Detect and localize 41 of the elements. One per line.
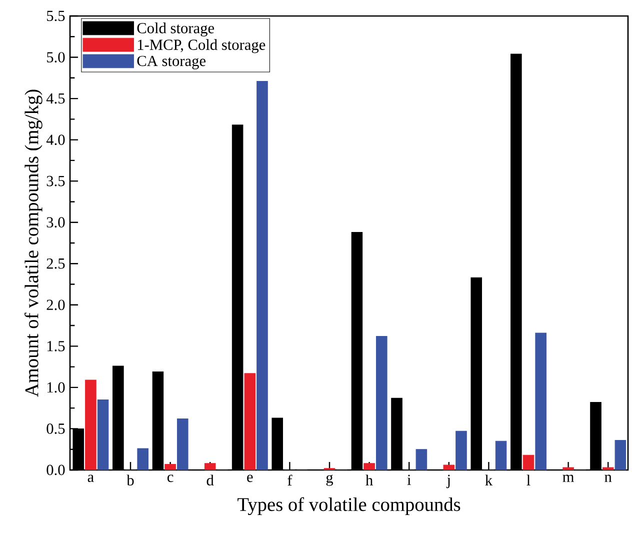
y-tick-label: 5.0 [47,52,65,62]
x-tick-label: g [326,474,334,486]
x-tick-label: d [206,474,214,486]
bar [376,336,388,470]
y-tick-label: 1.0 [47,382,65,393]
x-tick-label: a [88,474,94,482]
bar [137,448,148,470]
x-tick-label: f [288,474,292,486]
x-tick-label: b [126,474,134,486]
y-tick-label: 2.0 [46,300,65,310]
bar [256,80,268,470]
legend-label: 1-MCP, Cold storage [138,39,266,54]
legend-label: Cold storage [137,22,214,36]
bar [416,449,428,470]
x-tick-label: m [562,474,574,482]
legend-label: CA storage [137,56,206,70]
x-tick-label: h [366,474,373,486]
bar [495,440,507,470]
x-axis-title: Types of volatile compounds [238,497,460,516]
bar [614,440,626,470]
y-tick-label: 0.5 [46,424,65,434]
y-tick-label: 4.0 [46,134,65,146]
x-tick-label: i [407,474,411,485]
y-tick-label: 5.5 [47,10,65,22]
x-tick-label: c [167,474,174,482]
x-tick-label: l [526,474,530,486]
x-tick-label: j [446,474,450,488]
y-tick-label: 3.5 [46,176,65,186]
x-tick-label: k [485,474,493,486]
bar [176,418,188,470]
bar [456,430,467,470]
y-tick-label: 4.5 [46,93,65,104]
bar [97,400,109,470]
y-tick-label: 1.5 [47,341,65,352]
y-tick-label: 2.5 [46,258,65,269]
y-tick-label: 0.0 [46,464,65,476]
y-axis-title: Amount of volatile compounds (mg/kg) [24,90,42,397]
y-tick-label: 3.0 [46,217,65,228]
bar [535,332,546,470]
x-tick-label: e [247,474,253,482]
x-tick-label: n [604,474,612,482]
